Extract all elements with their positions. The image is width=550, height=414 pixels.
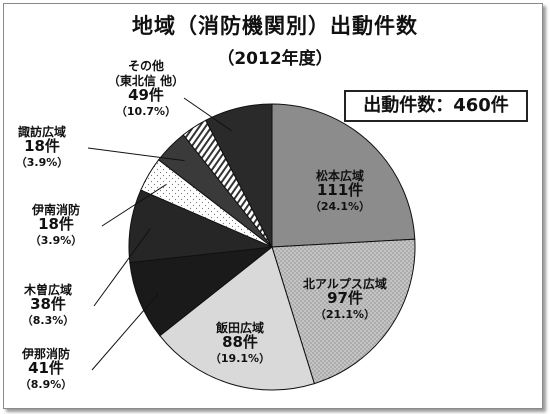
slice-label-2-line-1: 88件 <box>222 333 258 351</box>
slice-label-3-line-0: 伊那消防 <box>21 346 70 361</box>
slice-label-1-line-0: 北アルプス広域 <box>303 276 387 291</box>
slice-label-3: 伊那消防 41件（8.9%） <box>20 346 73 391</box>
slice-label-0-line-0: 松本広域 <box>316 168 364 183</box>
slice-label-4-line-1: 38件 <box>30 295 66 313</box>
chart-subtitle: （2012年度） <box>217 49 333 69</box>
slice-label-4: 木曽広域 38件（8.3%） <box>22 282 75 327</box>
slice-label-1: 北アルプス広域 97件（21.1%） <box>303 276 387 321</box>
leader-lines <box>87 97 232 371</box>
slice-label-0-line-1: 111件 <box>317 181 363 199</box>
slice-label-7-line-2: 49件 <box>128 86 164 104</box>
slice-label-6-line-2: （3.9%） <box>16 156 69 169</box>
slice-label-7: その他（東北信 他） 49件（10.7%） <box>108 58 184 118</box>
slice-label-0-line-2: （24.1%） <box>310 200 370 213</box>
slice-2 <box>159 246 315 391</box>
slice-label-1-line-1: 97件 <box>327 289 363 307</box>
slice-label-4-line-2: （8.3%） <box>22 314 75 327</box>
slice-label-6-line-0: 諏訪広域 <box>18 124 66 139</box>
slice-label-4-line-0: 木曽広域 <box>23 282 72 297</box>
slice-label-7-line-1: （東北信 他） <box>108 73 184 88</box>
slice-label-5-line-1: 18件 <box>38 215 74 233</box>
leader-line-5 <box>101 184 167 227</box>
pie-slices <box>128 103 416 391</box>
slice-label-1-line-2: （21.1%） <box>315 308 375 321</box>
slice-3 <box>129 246 274 337</box>
leader-line-4 <box>93 228 151 307</box>
slice-label-2-line-0: 飯田広域 <box>215 320 264 335</box>
slice-label-2: 飯田広域 88件（19.1%） <box>210 320 270 365</box>
slice-7 <box>205 103 273 248</box>
slice-label-5-line-2: （3.9%） <box>30 234 83 247</box>
slice-label-3-line-2: （8.9%） <box>20 378 73 391</box>
slice-0 <box>271 103 416 248</box>
slice-label-3-line-1: 41件 <box>28 359 64 377</box>
leader-line-7 <box>183 97 232 132</box>
leader-line-6 <box>87 147 185 162</box>
slice-label-6: 諏訪広域 18件（3.9%） <box>16 124 69 169</box>
chart-title: 地域（消防機関別）出動件数 <box>132 14 418 38</box>
slice-label-5-line-0: 伊南消防 <box>31 202 80 217</box>
slice-1 <box>271 238 416 385</box>
slice-label-0: 松本広域 111件（24.1%） <box>310 168 370 213</box>
leader-line-3 <box>91 293 159 371</box>
slice-labels: 松本広域 111件（24.1%）北アルプス広域 97件（21.1%）飯田広域 88件（… <box>16 58 387 391</box>
slice-label-6-line-1: 18件 <box>24 137 60 155</box>
slice-label-7-line-3: （10.7%） <box>116 105 176 118</box>
slice-label-7-line-0: その他 <box>128 58 164 73</box>
total-count-box: 出動件数：460件 <box>344 90 528 122</box>
slice-label-5: 伊南消防 18件（3.9%） <box>30 202 83 247</box>
slice-label-2-line-2: （19.1%） <box>210 352 270 365</box>
